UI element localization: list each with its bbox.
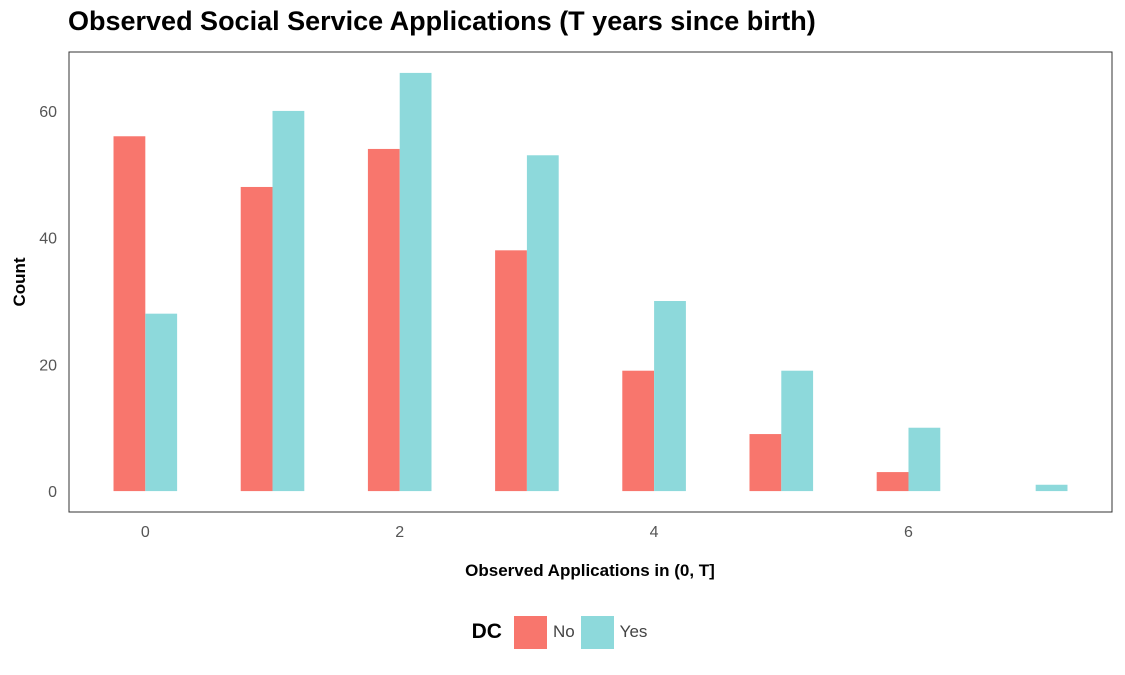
bar-no-2 — [367, 148, 400, 492]
bar-yes-1 — [272, 110, 305, 492]
bar-yes-6 — [908, 427, 941, 492]
x-axis-ticks: 0 2 4 6 — [141, 524, 913, 541]
x-tick-label: 0 — [141, 524, 150, 541]
bar-yes-3 — [526, 155, 559, 492]
bar-no-1 — [240, 186, 273, 492]
y-tick-label: 60 — [39, 104, 57, 121]
legend-key-yes — [580, 615, 614, 649]
x-axis-title: Observed Applications in (0, T] — [465, 561, 715, 580]
bar-yes-0 — [145, 313, 178, 492]
y-tick-label: 40 — [39, 231, 57, 248]
bar-yes-7 — [1035, 484, 1068, 492]
y-tick-label: 0 — [48, 484, 57, 501]
bar-yes-5 — [781, 370, 814, 492]
legend-key-no — [513, 615, 547, 649]
legend-item-no: No — [513, 615, 581, 649]
bar-yes-2 — [399, 72, 432, 492]
x-tick-label: 6 — [904, 524, 913, 541]
x-tick-label: 2 — [395, 524, 404, 541]
bar-no-4 — [622, 370, 655, 492]
bar-no-3 — [495, 250, 527, 492]
legend-title: DC — [471, 620, 502, 643]
legend: DC No Yes — [0, 614, 1125, 650]
bar-no-6 — [876, 472, 909, 492]
legend-item-yes: Yes — [580, 615, 654, 649]
chart-title: Observed Social Service Applications (T … — [68, 6, 816, 36]
plot-panel — [68, 51, 1113, 513]
bar-no-5 — [749, 434, 782, 492]
y-tick-label: 20 — [39, 357, 57, 374]
y-axis-ticks: 0 20 40 60 — [39, 104, 57, 501]
bar-yes-4 — [654, 301, 686, 492]
bars-group — [113, 72, 1068, 492]
legend-label-yes: Yes — [619, 622, 648, 641]
legend-label-no: No — [552, 622, 575, 641]
bar-no-0 — [113, 136, 146, 492]
x-tick-label: 4 — [650, 524, 659, 541]
y-axis-title: Count — [10, 257, 29, 306]
